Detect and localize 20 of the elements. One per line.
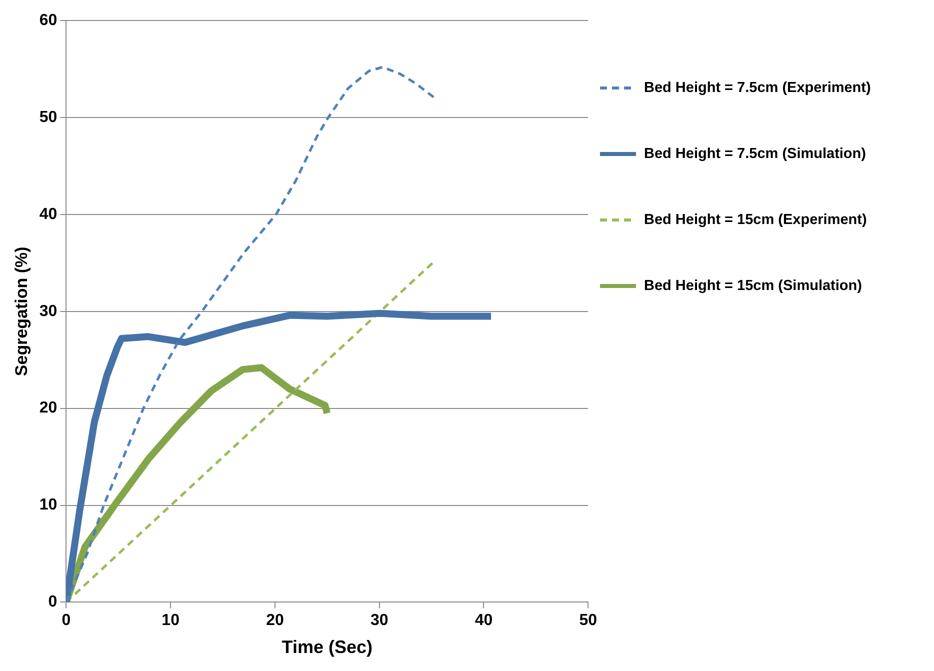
y-tick-label: 50 [39, 108, 58, 126]
y-tick-label: 10 [39, 496, 58, 514]
legend-label: Bed Height = 7.5cm (Simulation) [644, 146, 866, 162]
legend-label: Bed Height = 15cm (Experiment) [644, 212, 867, 228]
y-axis-title: Segregation (%) [12, 246, 31, 376]
legend-label: Bed Height = 15cm (Simulation) [644, 278, 862, 294]
legend-label: Bed Height = 7.5cm (Experiment) [644, 80, 871, 96]
line-series [66, 66, 435, 602]
y-tick-label: 40 [39, 206, 58, 223]
y-tick-label: 20 [39, 400, 58, 417]
y-tick-label: 60 [39, 12, 58, 30]
x-tick-label: 0 [62, 612, 71, 630]
x-tick-label: 20 [266, 612, 284, 630]
x-tick-label: 40 [474, 612, 493, 630]
x-tick-label: 30 [370, 612, 388, 630]
x-axis-title: Time (Sec) [282, 637, 373, 658]
y-tick-label: 30 [39, 302, 58, 320]
x-tick-label: 10 [162, 612, 180, 630]
x-tick-label: 50 [579, 612, 598, 630]
y-tick-label: 0 [48, 594, 58, 611]
